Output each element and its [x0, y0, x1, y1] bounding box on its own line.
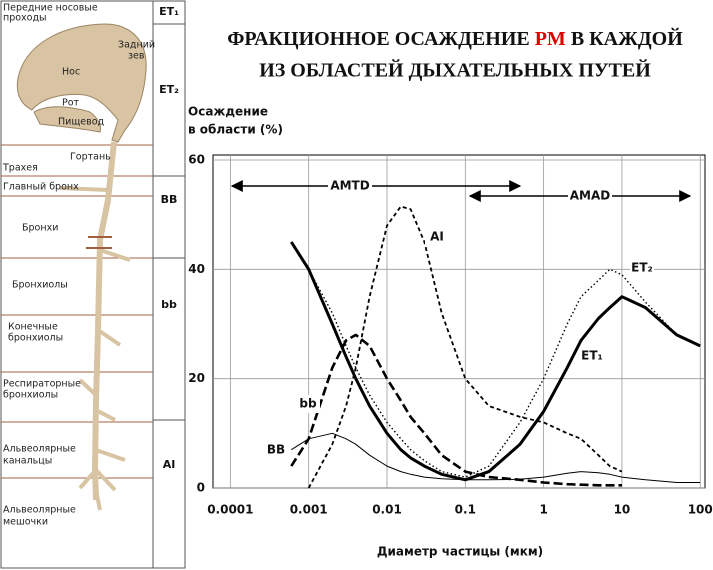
diagram-label: Альвеолярные [3, 444, 76, 455]
series-line [291, 242, 700, 477]
diagram-label: мешочки [3, 517, 48, 528]
diagram-label: Пищевод [58, 117, 105, 128]
diagram-label: Главный бронх [3, 182, 79, 193]
series-label: bb [299, 397, 317, 411]
diagram-label: Бронхи [22, 223, 58, 234]
x-tick-label: 0.1 [455, 503, 476, 517]
annotation: AMTD [330, 179, 369, 193]
chart-title: ИЗ ОБЛАСТЕЙ ДЫХАТЕЛЬНЫХ ПУТЕЙ [259, 59, 651, 82]
title-highlight: PM [535, 28, 566, 50]
y-tick-label: 60 [188, 153, 205, 167]
chart-title: ФРАКЦИОННОЕ ОСАЖДЕНИЕ PM В КАЖДОЙ [227, 27, 683, 50]
x-tick-label: 100 [688, 503, 713, 517]
annotation: AMAD [570, 189, 611, 203]
diagram-label: канальцы [3, 456, 52, 467]
diagram-label: Гортань [70, 152, 111, 163]
x-tick-label: 0.0001 [207, 503, 253, 517]
region-label: AI [163, 458, 176, 471]
series-label: BB [267, 443, 285, 457]
diagram-label: Трахея [2, 163, 38, 174]
plot-frame [213, 155, 705, 488]
x-tick-label: 0.01 [372, 503, 402, 517]
series-line [291, 433, 700, 482]
series-label: AI [430, 230, 444, 244]
series-label: ET₂ [631, 261, 653, 275]
diagram-label: проходы [3, 13, 47, 24]
region-label: ET₂ [159, 83, 179, 96]
diagram-label: Альвеолярные [3, 505, 76, 516]
y-tick-label: 40 [188, 262, 205, 276]
diagram-label: Респираторные [3, 379, 81, 390]
diagram-label: зев [128, 51, 145, 62]
diagram-label: Рот [62, 98, 80, 109]
title-part: ФРАКЦИОННОЕ ОСАЖДЕНИЕ [227, 28, 534, 50]
diagram-label: Конечные [8, 322, 58, 333]
series-label: ET₁ [581, 349, 603, 363]
y-axis-label: Осаждение [188, 105, 268, 119]
region-label: BB [161, 193, 178, 206]
airway-diagram: Передние носовыепроходыЗаднийзевНосРотПи… [1, 1, 185, 568]
title-part: В КАЖДОЙ [566, 27, 683, 50]
y-tick-label: 0 [197, 481, 205, 495]
y-axis-label: в области (%) [188, 123, 283, 137]
diagram-label: бронхиолы [8, 333, 63, 344]
level-lines [1, 145, 153, 478]
series-line [291, 242, 700, 480]
diagram-label: Задний [118, 40, 155, 51]
x-tick-label: 1 [539, 503, 547, 517]
diagram-label: Нос [62, 67, 80, 78]
x-axis-label: Диаметр частицы (мкм) [377, 545, 543, 559]
diagram-label: бронхиолы [3, 390, 58, 401]
y-tick-label: 20 [188, 371, 205, 385]
region-label: ET₁ [159, 5, 179, 18]
region-label: bb [161, 298, 177, 311]
x-tick-label: 10 [614, 503, 631, 517]
diagram-label: Бронхиолы [12, 280, 68, 291]
x-tick-label: 0.001 [290, 503, 328, 517]
page: Передние носовыепроходыЗаднийзевНосРотПи… [0, 0, 713, 570]
